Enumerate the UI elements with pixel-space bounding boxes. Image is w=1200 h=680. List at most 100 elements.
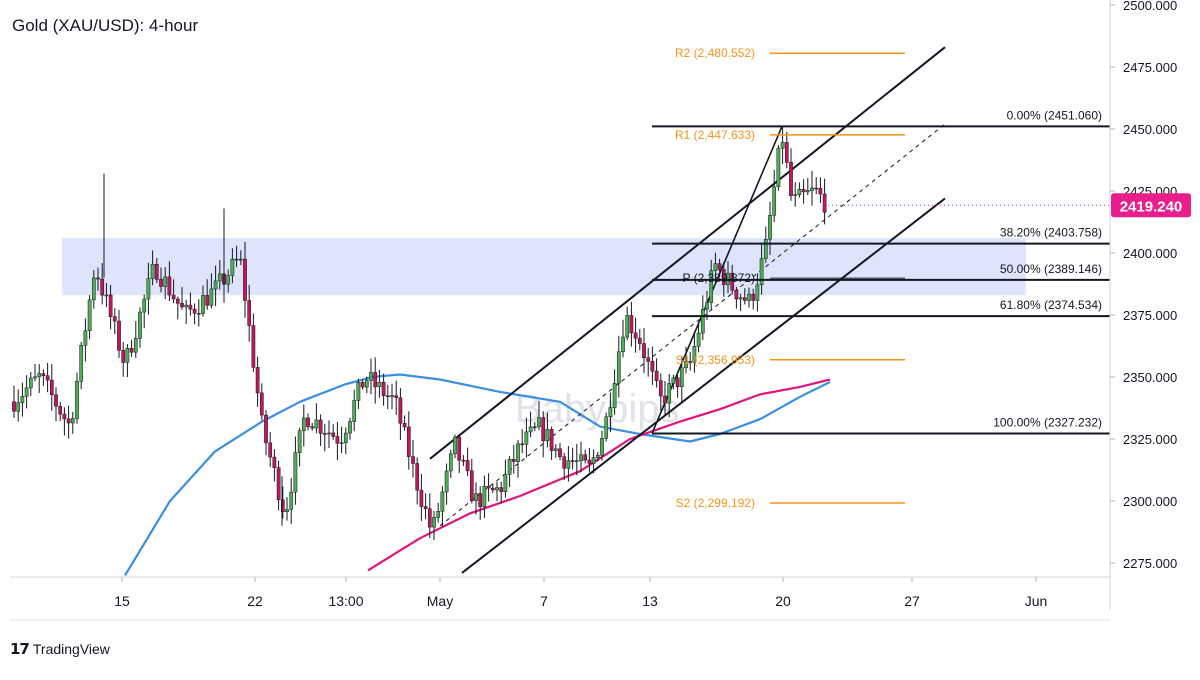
candle-body bbox=[705, 302, 709, 310]
y-tick-label: 2475.000 bbox=[1123, 60, 1177, 75]
candle-body bbox=[747, 293, 751, 301]
candle-body bbox=[646, 357, 651, 362]
candle-body bbox=[587, 459, 592, 464]
candle-body bbox=[537, 417, 541, 428]
y-tick-label: 2375.000 bbox=[1123, 308, 1177, 323]
candle-body bbox=[784, 142, 789, 163]
fib-level-label: 0.00% (2451.060) bbox=[1007, 108, 1102, 122]
candle-body bbox=[524, 431, 529, 445]
candle-body bbox=[243, 258, 247, 301]
candle-body bbox=[45, 375, 50, 381]
candle-body bbox=[306, 417, 310, 427]
candle-body bbox=[226, 275, 231, 285]
candle-body bbox=[87, 299, 92, 332]
x-tick-label: 27 bbox=[904, 593, 920, 609]
candle-body bbox=[734, 289, 739, 300]
candle-body bbox=[763, 238, 768, 259]
candle-body bbox=[364, 380, 369, 388]
candle-body bbox=[238, 258, 243, 261]
candle-body bbox=[432, 517, 436, 528]
fib-level-label: 61.80% (2374.534) bbox=[1000, 298, 1102, 312]
candle-body bbox=[318, 419, 323, 434]
candle-body bbox=[545, 429, 550, 442]
candle-body bbox=[264, 414, 268, 444]
pivot-label: R1 (2,447.633) bbox=[675, 128, 755, 142]
candle-body bbox=[709, 270, 714, 303]
candle-body bbox=[566, 460, 571, 469]
pivot-label: P (2,389.872) bbox=[683, 271, 756, 285]
candle-body bbox=[108, 294, 113, 317]
candle-body bbox=[717, 263, 722, 270]
candle-body bbox=[751, 293, 756, 301]
candle-body bbox=[180, 303, 184, 308]
candle-body bbox=[390, 395, 394, 397]
candle-body bbox=[142, 298, 147, 313]
x-tick-label: 13:00 bbox=[328, 593, 363, 609]
x-tick-label: Jun bbox=[1025, 593, 1048, 609]
candle-body bbox=[112, 316, 117, 322]
candle-body bbox=[259, 392, 264, 416]
fib-level-label: 38.20% (2403.758) bbox=[1000, 226, 1102, 240]
candle-body bbox=[96, 277, 100, 280]
candle-body bbox=[352, 400, 357, 422]
candle-body bbox=[625, 315, 630, 338]
candle-body bbox=[247, 300, 252, 326]
candle-body bbox=[310, 426, 315, 429]
candle-body bbox=[54, 394, 58, 407]
candle-body bbox=[159, 279, 163, 287]
candle-body bbox=[167, 276, 172, 296]
fib-level-label: 50.00% (2389.146) bbox=[1000, 262, 1102, 276]
candle-body bbox=[822, 193, 827, 213]
candle-body bbox=[297, 430, 302, 453]
candle-body bbox=[406, 426, 411, 457]
candle-body bbox=[100, 278, 105, 296]
candle-body bbox=[369, 372, 373, 381]
candle-body bbox=[398, 397, 403, 424]
candle-body bbox=[474, 493, 478, 502]
candle-body bbox=[348, 421, 352, 434]
candle-body bbox=[251, 325, 256, 368]
candle-body bbox=[37, 373, 42, 378]
candle-body bbox=[768, 214, 772, 240]
footer-brand: TradingView bbox=[32, 641, 110, 657]
candle-body bbox=[280, 499, 285, 512]
candle-body bbox=[553, 448, 558, 451]
pivot-label: S2 (2,299.192) bbox=[676, 496, 755, 510]
candle-body bbox=[423, 506, 428, 509]
candle-body bbox=[801, 189, 806, 193]
y-tick-label: 2450.000 bbox=[1123, 122, 1177, 137]
x-tick-label: 7 bbox=[540, 593, 548, 609]
candle-body bbox=[549, 429, 554, 451]
candle-body bbox=[33, 376, 37, 379]
candle-body bbox=[217, 273, 222, 282]
candle-body bbox=[373, 372, 378, 388]
candle-body bbox=[24, 387, 29, 397]
candle-body bbox=[797, 189, 802, 195]
candle-body bbox=[570, 460, 575, 462]
candle-body bbox=[335, 436, 340, 444]
candle-body bbox=[612, 382, 617, 408]
sr-zone bbox=[62, 238, 1026, 296]
candle-body bbox=[595, 455, 600, 458]
candle-body bbox=[583, 454, 588, 461]
y-tick-label: 2400.000 bbox=[1123, 246, 1177, 261]
candle-body bbox=[213, 280, 218, 290]
candle-body bbox=[478, 493, 483, 507]
candle-body bbox=[776, 147, 781, 188]
candle-body bbox=[394, 395, 399, 398]
candle-body bbox=[402, 423, 407, 428]
candle-body bbox=[62, 413, 67, 420]
candle-body bbox=[742, 297, 747, 301]
candle-body bbox=[58, 406, 63, 415]
candle-body bbox=[642, 343, 646, 358]
candle-body bbox=[293, 452, 298, 493]
candle-body bbox=[385, 395, 390, 398]
candle-body bbox=[285, 509, 289, 512]
candle-body bbox=[482, 485, 487, 507]
candle-body bbox=[419, 489, 424, 507]
candle-body bbox=[511, 459, 516, 462]
candle-body bbox=[70, 418, 75, 424]
y-tick-label: 2350.000 bbox=[1123, 370, 1177, 385]
y-tick-label: 2275.000 bbox=[1123, 556, 1177, 571]
